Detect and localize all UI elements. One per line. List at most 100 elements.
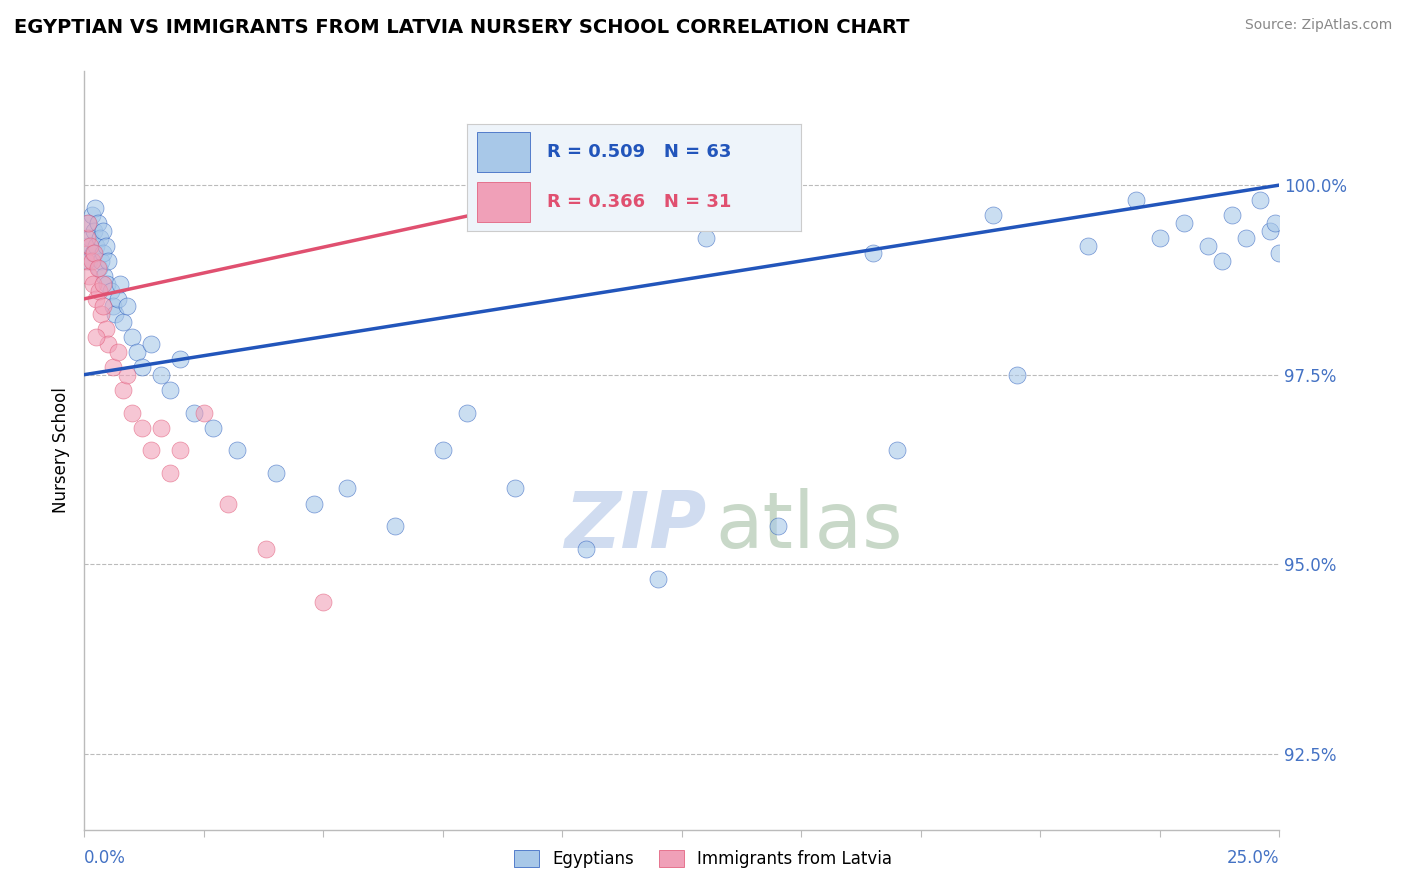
Point xyxy=(93,269,115,284)
Point xyxy=(83,201,105,215)
Point xyxy=(432,443,454,458)
Point xyxy=(149,368,172,382)
Text: 25.0%: 25.0% xyxy=(1227,848,1279,866)
Point xyxy=(96,277,118,291)
Point xyxy=(111,314,134,328)
Point xyxy=(1264,216,1286,230)
Point xyxy=(384,519,406,533)
Point xyxy=(169,443,191,458)
Point xyxy=(1268,246,1291,260)
Point xyxy=(90,254,112,268)
Point xyxy=(107,345,129,359)
Point xyxy=(141,337,163,351)
Point xyxy=(76,239,98,253)
Point xyxy=(264,467,287,481)
Point xyxy=(981,209,1004,223)
Text: Source: ZipAtlas.com: Source: ZipAtlas.com xyxy=(1244,18,1392,32)
Point xyxy=(82,277,104,291)
Point xyxy=(695,231,717,245)
Point xyxy=(312,595,335,609)
Point xyxy=(336,481,359,495)
Point xyxy=(80,254,103,268)
Point xyxy=(77,216,100,230)
Point xyxy=(1125,194,1147,208)
Point xyxy=(77,254,100,268)
Point xyxy=(1197,239,1219,253)
Point xyxy=(107,292,129,306)
Point xyxy=(121,330,143,344)
Point xyxy=(111,383,134,397)
Text: 0.0%: 0.0% xyxy=(84,848,127,866)
Point xyxy=(91,277,114,291)
Point xyxy=(101,360,124,375)
Point xyxy=(76,231,98,245)
Point xyxy=(141,443,163,458)
Point xyxy=(121,406,143,420)
Point xyxy=(1005,368,1028,382)
Point xyxy=(100,285,122,299)
Point xyxy=(83,224,105,238)
Point xyxy=(1173,216,1195,230)
Point xyxy=(226,443,249,458)
Point xyxy=(77,216,100,230)
Point xyxy=(101,300,124,314)
Point xyxy=(1077,239,1099,253)
Point xyxy=(169,352,191,367)
Point xyxy=(94,239,117,253)
Point xyxy=(159,467,181,481)
Point xyxy=(193,406,215,420)
Point xyxy=(647,573,669,587)
Point xyxy=(83,246,105,260)
Point xyxy=(302,497,325,511)
Point xyxy=(89,231,111,245)
Point xyxy=(86,239,108,253)
Point xyxy=(886,443,908,458)
Point xyxy=(80,209,103,223)
Point xyxy=(202,421,225,435)
Point xyxy=(503,481,526,495)
Y-axis label: Nursery School: Nursery School xyxy=(52,387,70,514)
Point xyxy=(1149,231,1171,245)
Point xyxy=(91,224,114,238)
Point xyxy=(93,246,115,260)
Point xyxy=(77,269,100,284)
Point xyxy=(82,246,104,260)
Point xyxy=(93,300,115,314)
Point xyxy=(97,337,120,351)
Point xyxy=(766,519,789,533)
Point xyxy=(117,368,139,382)
Point xyxy=(86,330,108,344)
Text: EGYPTIAN VS IMMIGRANTS FROM LATVIA NURSERY SCHOOL CORRELATION CHART: EGYPTIAN VS IMMIGRANTS FROM LATVIA NURSE… xyxy=(14,18,910,37)
Point xyxy=(97,254,120,268)
Point xyxy=(149,421,172,435)
Point xyxy=(1211,254,1233,268)
Point xyxy=(87,261,110,276)
Text: ZIP: ZIP xyxy=(564,488,706,565)
Text: atlas: atlas xyxy=(716,488,903,565)
Point xyxy=(159,383,181,397)
Point xyxy=(87,261,110,276)
Point xyxy=(86,292,108,306)
Point xyxy=(131,421,153,435)
Point xyxy=(217,497,239,511)
Point xyxy=(1249,194,1271,208)
Point xyxy=(183,406,205,420)
Point xyxy=(131,360,153,375)
Point xyxy=(1258,224,1281,238)
Point xyxy=(104,307,127,321)
Point xyxy=(254,541,277,556)
Point xyxy=(125,345,148,359)
Point xyxy=(94,322,117,336)
Point xyxy=(79,231,101,245)
Point xyxy=(87,216,110,230)
Point xyxy=(456,406,478,420)
Point xyxy=(1234,231,1257,245)
Point xyxy=(79,239,101,253)
Point xyxy=(1220,209,1243,223)
Point xyxy=(575,541,598,556)
Point xyxy=(87,285,110,299)
Point xyxy=(117,300,139,314)
Point xyxy=(110,277,132,291)
Legend: Egyptians, Immigrants from Latvia: Egyptians, Immigrants from Latvia xyxy=(508,843,898,875)
Point xyxy=(75,254,97,268)
